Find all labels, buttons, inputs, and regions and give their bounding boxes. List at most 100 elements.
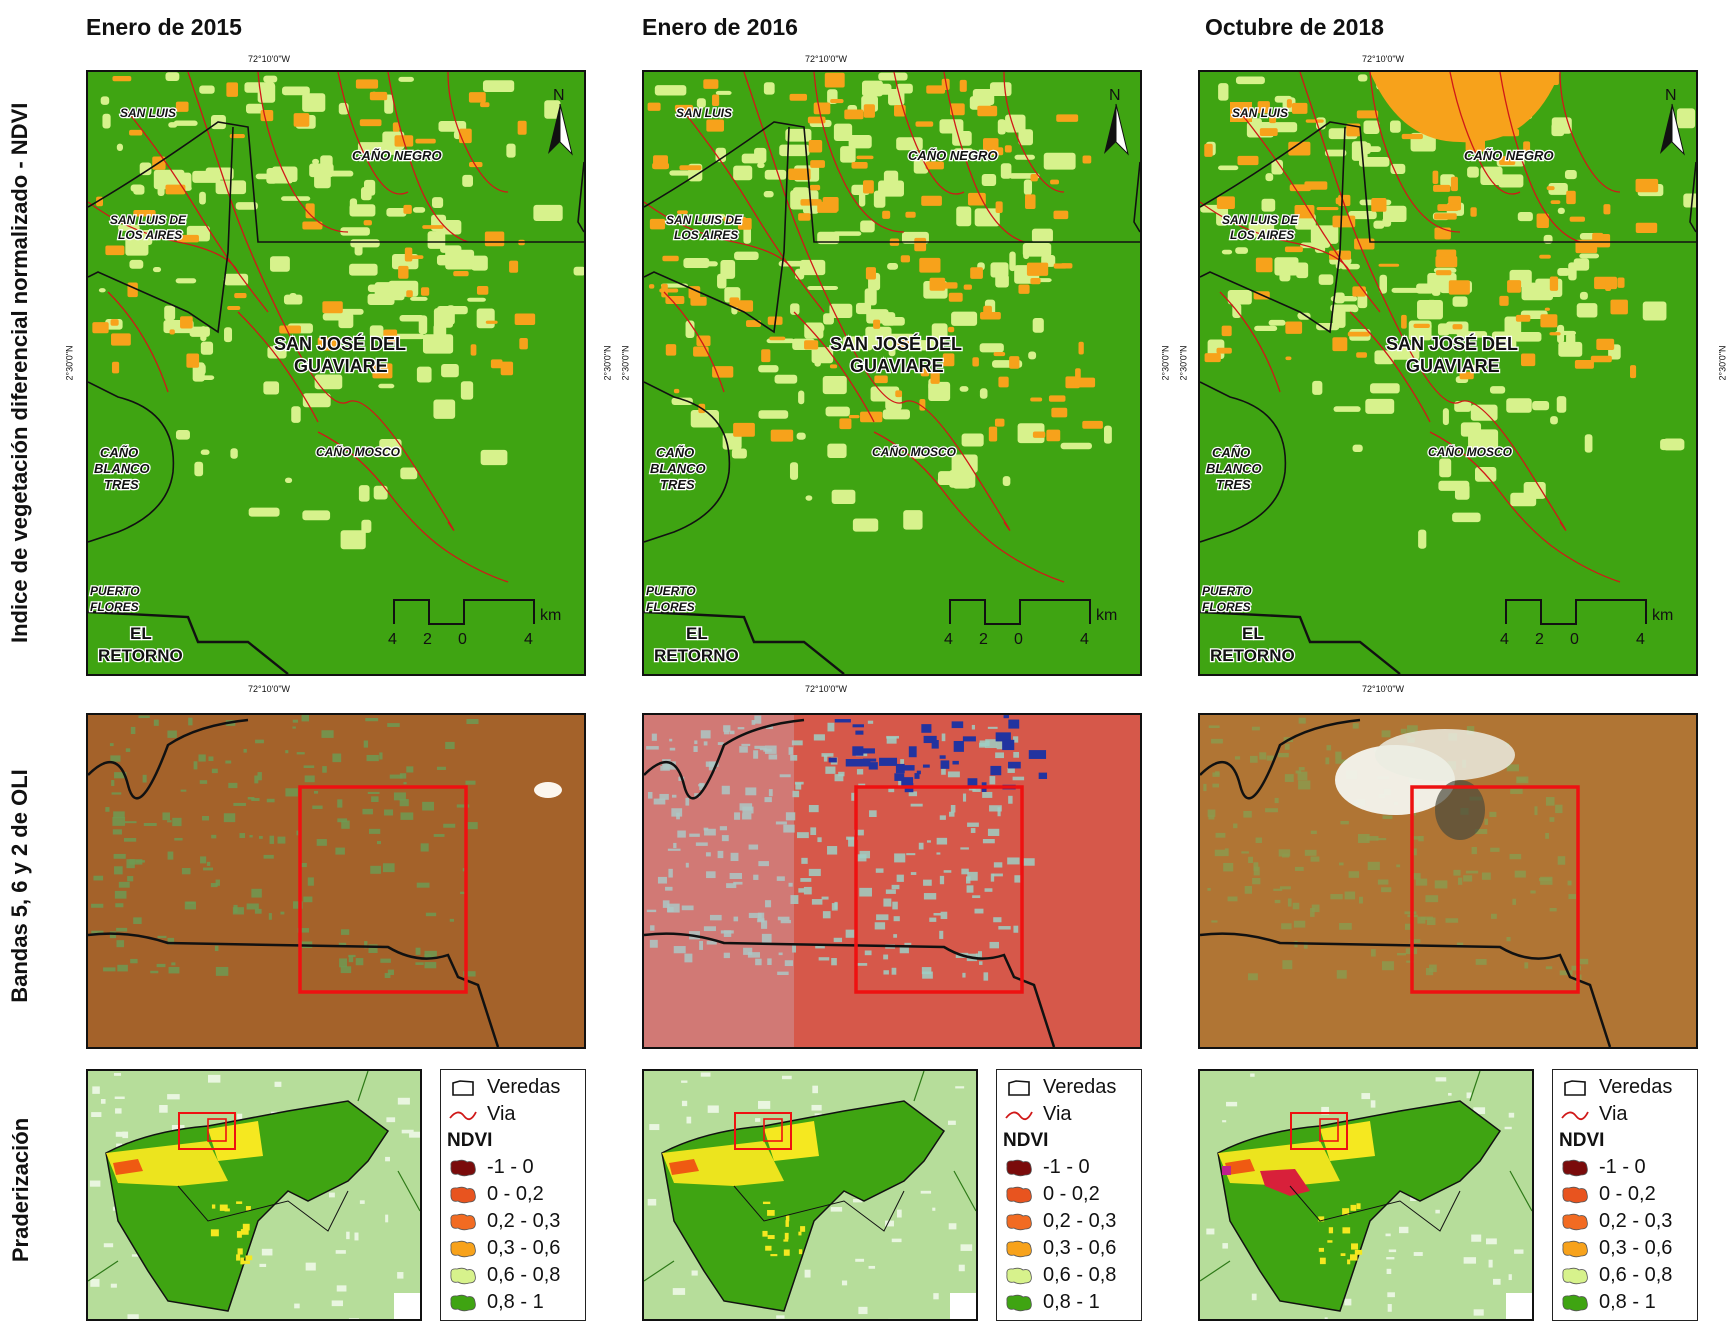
orange-patch: [383, 329, 398, 343]
orange-patch: [950, 103, 965, 116]
pasture-patch: [1347, 1259, 1351, 1265]
texture-patch: [269, 835, 275, 844]
texture-patch: [1466, 1092, 1472, 1099]
texture-patch: [1445, 918, 1459, 923]
texture-patch: [939, 875, 945, 885]
light-veg-patch: [322, 313, 354, 321]
label-san-luis-aires-2: LOS AIRES: [674, 228, 738, 242]
texture-patch: [1559, 970, 1573, 976]
orange-patch: [1433, 213, 1457, 220]
texture-patch: [1335, 759, 1347, 764]
light-veg-patch: [152, 266, 162, 273]
texture-patch: [723, 930, 732, 937]
light-veg-patch: [796, 432, 806, 440]
texture-patch: [109, 743, 114, 747]
texture-patch: [788, 882, 793, 887]
texture-patch: [747, 952, 761, 958]
light-veg-patch: [1265, 173, 1274, 182]
texture-patch: [1453, 869, 1461, 876]
light-veg-patch: [691, 261, 718, 267]
texture-patch: [91, 930, 104, 934]
texture-patch: [416, 882, 430, 888]
light-veg-patch: [175, 278, 197, 284]
orange-patch: [995, 201, 1003, 213]
pasture-patch: [1340, 1253, 1346, 1256]
light-veg-patch: [349, 198, 358, 215]
light-veg-patch: [1365, 398, 1395, 414]
vereda-boundary: [177, 1185, 349, 1232]
texture-patch: [364, 941, 368, 949]
texture-patch: [742, 813, 752, 820]
texture-patch: [1488, 1259, 1493, 1268]
legend-row-ndvi-class: 0,6 - 0,8: [447, 1262, 585, 1289]
light-veg-patch: [200, 341, 214, 355]
texture-patch: [167, 730, 177, 738]
texture-patch: [1396, 953, 1407, 956]
texture-patch: [387, 969, 395, 975]
texture-patch: [726, 883, 737, 889]
texture-patch: [1407, 725, 1418, 734]
texture-patch: [138, 715, 150, 719]
texture-patch: [979, 742, 986, 748]
texture-patch: [831, 958, 837, 966]
road-line: [943, 72, 1025, 243]
orange-patch: [1285, 356, 1292, 361]
texture-patch: [1489, 811, 1497, 818]
north-label: N: [1665, 87, 1677, 104]
light-veg-patch: [1314, 242, 1326, 253]
orange-patch: [1030, 174, 1038, 182]
texture-patch: [215, 879, 220, 886]
light-veg-patch: [248, 507, 280, 517]
legend-row-veredas: Veredas: [447, 1074, 585, 1101]
texture-patch: [1404, 923, 1414, 930]
road-line: [893, 72, 965, 195]
texture-patch: [304, 775, 315, 783]
texture-patch: [781, 1075, 792, 1080]
road-line: [447, 72, 509, 193]
texture-patch: [777, 916, 790, 921]
road-line: [187, 72, 455, 531]
lon-label-bottom-1: 72°10'0"W: [248, 684, 291, 694]
road-line: [127, 111, 269, 313]
road-line: [1499, 72, 1581, 243]
vereda-boundary: [577, 161, 584, 233]
scale-bar: 4 2 0 4 km: [944, 599, 1117, 648]
texture-patch: [382, 863, 395, 873]
light-veg-patch: [471, 255, 488, 271]
texture-patch: [926, 840, 931, 843]
texture-patch: [856, 769, 864, 775]
orange-patch: [929, 277, 946, 291]
oli-image-2015: [86, 713, 586, 1049]
texture-patch: [920, 1190, 932, 1194]
light-veg-patch: [1000, 163, 1012, 179]
texture-patch: [662, 900, 670, 908]
light-veg-patch: [302, 510, 331, 521]
light-veg-patch: [913, 156, 929, 174]
legend-row-ndvi-class: -1 - 0: [1559, 1154, 1697, 1181]
light-veg-patch: [870, 386, 900, 402]
texture-patch: [745, 787, 757, 796]
texture-patch: [1298, 767, 1305, 771]
water-patch: [845, 759, 863, 767]
light-veg-patch: [757, 162, 765, 169]
light-veg-patch: [758, 410, 789, 419]
texture-patch: [1466, 726, 1475, 735]
light-veg-patch: [981, 174, 997, 187]
light-veg-patch: [410, 296, 428, 301]
legend-row-via: Via: [1559, 1101, 1697, 1128]
light-veg-patch: [1248, 221, 1275, 238]
label-cano-negro: CAÑO NEGRO: [908, 148, 998, 163]
texture-patch: [1008, 795, 1013, 804]
orange-patch: [1569, 216, 1586, 222]
light-veg-patch: [1556, 396, 1567, 413]
orange-patch: [914, 237, 927, 252]
texture-patch: [1273, 888, 1283, 891]
light-veg-patch: [1268, 319, 1286, 326]
orange-patch: [1025, 194, 1036, 209]
water-patch: [828, 757, 837, 763]
texture-patch: [1281, 923, 1292, 930]
light-veg-patch: [764, 169, 787, 180]
texture-patch: [761, 933, 772, 943]
texture-patch: [246, 903, 259, 910]
light-veg-patch: [102, 113, 111, 129]
